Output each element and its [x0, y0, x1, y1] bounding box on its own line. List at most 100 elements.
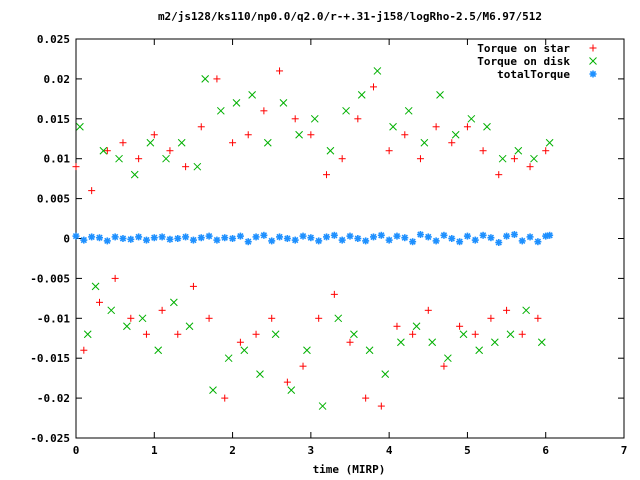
data-point	[377, 402, 385, 410]
data-point	[424, 233, 432, 241]
data-point	[369, 83, 377, 91]
data-point	[111, 233, 119, 241]
data-point	[534, 238, 542, 246]
data-point	[346, 338, 354, 346]
data-point	[416, 155, 424, 163]
data-point	[428, 338, 437, 347]
data-point	[463, 232, 471, 240]
data-point	[393, 322, 401, 330]
data-point	[240, 346, 249, 355]
data-point	[72, 232, 80, 240]
data-point	[401, 131, 409, 139]
series-plus	[72, 67, 550, 410]
data-point	[201, 75, 210, 83]
y-tick-label: 0.01	[44, 153, 71, 166]
x-tick-label: 4	[386, 444, 393, 457]
data-point	[107, 306, 116, 315]
data-point	[514, 146, 523, 155]
y-tick-label: -0.02	[37, 392, 70, 405]
data-point	[323, 233, 331, 241]
data-point	[518, 330, 526, 338]
data-point	[506, 330, 515, 339]
data-point	[483, 122, 491, 131]
data-point	[444, 354, 452, 363]
data-point	[95, 234, 103, 242]
data-point	[338, 155, 346, 163]
x-tick-label: 0	[73, 444, 80, 457]
data-point	[546, 231, 554, 239]
data-point	[276, 67, 284, 75]
data-point	[166, 147, 174, 155]
data-point	[534, 314, 542, 322]
x-tick-label: 3	[308, 444, 315, 457]
data-point	[154, 346, 163, 355]
data-point	[303, 346, 311, 355]
data-point	[182, 163, 190, 171]
y-tick-label: 0.02	[44, 73, 71, 86]
data-point	[72, 163, 80, 171]
data-point	[362, 237, 370, 245]
data-point	[224, 354, 233, 363]
data-point	[503, 232, 511, 240]
data-point	[409, 330, 417, 338]
data-point	[393, 232, 401, 240]
data-point	[205, 314, 213, 322]
chart-title: m2/js128/ks110/np0.0/q2.0/r-+.31-j158/lo…	[158, 10, 542, 23]
y-tick-label: 0.015	[37, 113, 70, 126]
data-point	[248, 91, 256, 99]
x-axis-label: time (MIRP)	[313, 463, 386, 476]
data-point	[342, 106, 350, 115]
data-point	[130, 170, 139, 179]
data-point	[318, 402, 327, 410]
data-point	[95, 298, 103, 306]
data-point	[510, 155, 518, 163]
data-point	[83, 330, 92, 339]
data-point	[475, 346, 484, 355]
data-point	[330, 231, 338, 239]
data-point	[518, 237, 526, 245]
data-point	[229, 235, 237, 242]
data-point	[362, 394, 370, 402]
legend-label: Torque on star	[477, 42, 570, 55]
data-point	[142, 236, 150, 244]
series-star	[72, 231, 554, 246]
data-point	[330, 290, 338, 298]
data-point	[170, 298, 178, 307]
data-point	[463, 123, 471, 131]
data-point	[193, 162, 202, 171]
data-point	[236, 338, 244, 346]
data-point	[291, 236, 299, 244]
data-point	[537, 338, 546, 347]
y-tick-label: 0.005	[37, 193, 70, 206]
data-point	[166, 235, 174, 243]
x-tick-label: 1	[151, 444, 158, 457]
data-point	[354, 115, 362, 123]
data-point	[522, 306, 530, 315]
data-point	[381, 370, 390, 379]
data-point	[99, 146, 108, 155]
data-point	[103, 147, 111, 155]
data-point	[365, 346, 374, 355]
data-point	[299, 232, 307, 240]
data-point	[526, 163, 534, 171]
data-point	[338, 236, 346, 244]
legend-label: Torque on disk	[477, 55, 570, 68]
data-point	[291, 115, 299, 123]
data-point	[479, 147, 487, 155]
data-point	[256, 370, 264, 379]
data-point	[252, 330, 260, 338]
data-point	[174, 235, 182, 242]
data-point	[503, 306, 511, 314]
data-point	[213, 75, 221, 83]
data-point	[459, 330, 468, 339]
data-point	[354, 235, 362, 242]
data-point	[150, 234, 158, 242]
data-point	[221, 394, 229, 402]
data-point	[307, 234, 315, 242]
data-point	[385, 236, 393, 244]
data-point	[471, 236, 479, 244]
data-point	[416, 231, 424, 239]
data-point	[510, 231, 518, 239]
data-point	[315, 314, 323, 322]
